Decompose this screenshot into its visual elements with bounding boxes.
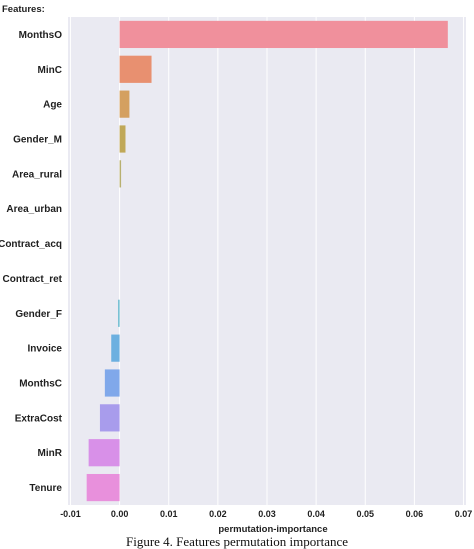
y-tick-label: Contract_ret (3, 274, 63, 285)
bar-gender-m (119, 125, 126, 153)
bar-monthso (119, 20, 448, 49)
y-tick-label: Age (43, 100, 62, 111)
x-tick-labels: -0.01 0.00 0.01 0.02 0.03 0.04 0.05 0.06 0.07 (60, 509, 472, 519)
x-tick-label: 0.06 (406, 509, 424, 519)
x-tick-label: 0.00 (111, 509, 129, 519)
y-tick-labels: MonthsO MinC Age Gender_M Area_rural Area_urb… (0, 30, 63, 494)
x-tick-label: 0.01 (160, 509, 178, 519)
y-axis-title: Features: (2, 4, 45, 15)
y-tick-label: MonthsC (19, 379, 62, 390)
y-tick-label: MinR (38, 448, 63, 459)
bar-invoice (111, 334, 120, 362)
y-tick-label: Gender_M (13, 135, 62, 146)
x-tick-label: 0.04 (307, 509, 325, 519)
y-tick-label: MonthsO (19, 30, 63, 41)
y-tick-label: Invoice (28, 344, 63, 355)
bar-tenure (86, 473, 120, 502)
bar-minr (88, 439, 120, 467)
y-tick-label: Tenure (29, 483, 62, 494)
bars (86, 20, 448, 502)
y-tick-label: ExtraCost (15, 413, 63, 424)
y-tick-label: Contract_acq (0, 239, 62, 250)
grid (69, 17, 465, 505)
x-tick-label: 0.03 (258, 509, 276, 519)
x-tick-label: 0.07 (455, 509, 473, 519)
bar-monthsc (104, 369, 120, 397)
bar-area-rural (119, 160, 122, 188)
bar-minc (119, 55, 152, 83)
x-tick-label: 0.05 (357, 509, 375, 519)
figure-caption: Figure 4. Features permutation importanc… (126, 534, 348, 549)
y-tick-label: Area_rural (12, 169, 62, 180)
bar-gender-f (118, 299, 120, 327)
bar-extracost (99, 404, 120, 432)
x-tick-label: -0.01 (60, 509, 81, 519)
y-tick-label: Gender_F (15, 309, 62, 320)
x-tick-label: 0.02 (209, 509, 227, 519)
y-tick-label: Area_urban (6, 204, 62, 215)
bar-age (119, 90, 130, 118)
y-tick-label: MinC (38, 65, 62, 76)
x-axis-title: permutation-importance (218, 524, 327, 535)
